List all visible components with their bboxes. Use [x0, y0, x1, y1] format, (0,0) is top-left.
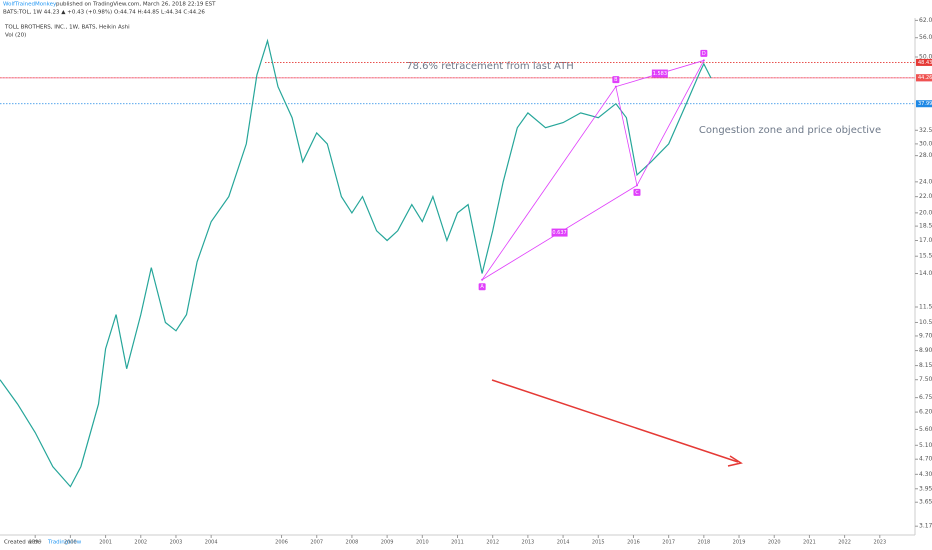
y-tick-label: 7.50 — [919, 376, 932, 383]
trend-arrow — [491, 379, 739, 463]
y-tick-label: 28.00 — [919, 152, 932, 159]
y-tick-label: 30.00 — [919, 140, 932, 147]
y-tick-label: 18.50 — [919, 223, 932, 230]
y-tick-label: 20.00 — [919, 209, 932, 216]
pattern-label-box — [612, 76, 620, 84]
pattern-label: B — [614, 77, 618, 83]
annotation: 78.6% retracement from last ATH — [406, 61, 574, 72]
x-tick-label: 2018 — [697, 540, 710, 546]
price-tag-label: 44.26 — [918, 75, 932, 81]
price-tag-label: 37.99 — [918, 101, 932, 107]
pattern-point — [614, 85, 617, 88]
x-tick-label: 2004 — [205, 540, 218, 546]
volume-label: Vol (20) — [5, 33, 26, 39]
x-tick-label: 2016 — [627, 540, 640, 546]
x-tick-label: 2006 — [275, 540, 288, 546]
y-tick-label: 14.00 — [919, 270, 932, 277]
x-tick-label: 2008 — [346, 540, 359, 546]
pattern-point — [481, 278, 484, 281]
footer-created: Created with — [4, 540, 40, 546]
pattern-point — [635, 184, 638, 187]
y-tick-label: 4.30 — [919, 471, 932, 478]
y-tick-label: 5.10 — [919, 442, 932, 449]
x-tick-label: 1999 — [29, 540, 42, 546]
y-tick-label: 5.60 — [919, 426, 932, 433]
y-tick-label: 56.00 — [919, 34, 932, 41]
x-tick-label: 2009 — [381, 540, 394, 546]
pattern-leg — [481, 86, 617, 280]
x-tick-label: 2007 — [310, 540, 323, 546]
pattern-leg — [615, 86, 638, 186]
annotation: Congestion zone and price objective — [699, 125, 881, 136]
ratio-label: 0.637 — [552, 230, 566, 236]
x-tick-label: 2021 — [803, 540, 816, 546]
x-tick-label: 2010 — [416, 540, 429, 546]
pattern-label-box — [478, 283, 486, 291]
ratio-box — [551, 228, 568, 237]
y-tick-label: 15.50 — [919, 253, 932, 260]
x-tick-label: 2001 — [99, 540, 112, 546]
price-tag — [916, 100, 932, 108]
x-tick-label: 2017 — [662, 540, 675, 546]
price-tag — [916, 58, 932, 66]
footer-brand[interactable]: TradingView — [47, 540, 82, 546]
x-tick-label: 2012 — [486, 540, 499, 546]
x-tick-label: 2002 — [134, 540, 147, 546]
y-tick-label: 24.00 — [919, 178, 932, 185]
y-tick-label: 8.90 — [919, 347, 932, 354]
instrument: TOLL BROTHERS, INC., 1W, BATS, Heikin As… — [4, 25, 130, 31]
published: published on TradingView.com, March 26, … — [56, 2, 216, 8]
y-tick-label: 4.70 — [919, 456, 932, 463]
arrow-head — [727, 455, 743, 467]
y-tick-label: 3.17 — [919, 523, 932, 530]
y-tick-label: 8.15 — [919, 362, 932, 369]
x-tick-label: 2011 — [451, 540, 464, 546]
quote: BATS:TOL, 1W 44.23 ▲ +0.43 (+0.98%) O:44… — [3, 10, 205, 16]
price-tag — [916, 74, 932, 82]
y-tick-label: 22.00 — [919, 193, 932, 200]
pattern-label-box — [700, 49, 708, 57]
ratio-box — [651, 69, 668, 78]
author[interactable]: WolfTrainedMonkey — [3, 2, 57, 8]
ratio-label: 1.583 — [653, 71, 667, 77]
pattern-label: A — [480, 284, 484, 290]
pattern-leg — [636, 60, 705, 186]
y-tick-label: 17.00 — [919, 237, 932, 244]
y-tick-label: 6.20 — [919, 409, 932, 416]
x-tick-label: 2014 — [557, 540, 570, 546]
price-tag-label: 48.43 — [918, 60, 932, 66]
pattern-label-box — [633, 188, 641, 196]
y-tick-label: 62.00 — [919, 17, 932, 24]
x-tick-label: 2022 — [838, 540, 851, 546]
y-tick-label: 50.00 — [919, 53, 932, 60]
y-tick-label: 6.75 — [919, 394, 932, 401]
x-tick-label: 2003 — [170, 540, 183, 546]
x-tick-label: 2015 — [592, 540, 605, 546]
pattern-label: C — [635, 190, 639, 196]
x-tick-label: 2000 — [64, 540, 77, 546]
y-tick-label: 10.50 — [919, 319, 932, 326]
pattern-point — [702, 59, 705, 62]
y-tick-label: 9.70 — [919, 332, 932, 339]
y-tick-label: 32.50 — [919, 127, 932, 134]
y-tick-label: 3.65 — [919, 499, 932, 506]
y-tick-label: 3.95 — [919, 485, 932, 492]
y-tick-label: 11.50 — [919, 303, 932, 310]
x-tick-label: 2013 — [522, 540, 535, 546]
x-tick-label: 2020 — [768, 540, 781, 546]
x-tick-label: 2019 — [733, 540, 746, 546]
x-tick-label: 2023 — [873, 540, 886, 546]
pattern-label: D — [702, 51, 706, 57]
